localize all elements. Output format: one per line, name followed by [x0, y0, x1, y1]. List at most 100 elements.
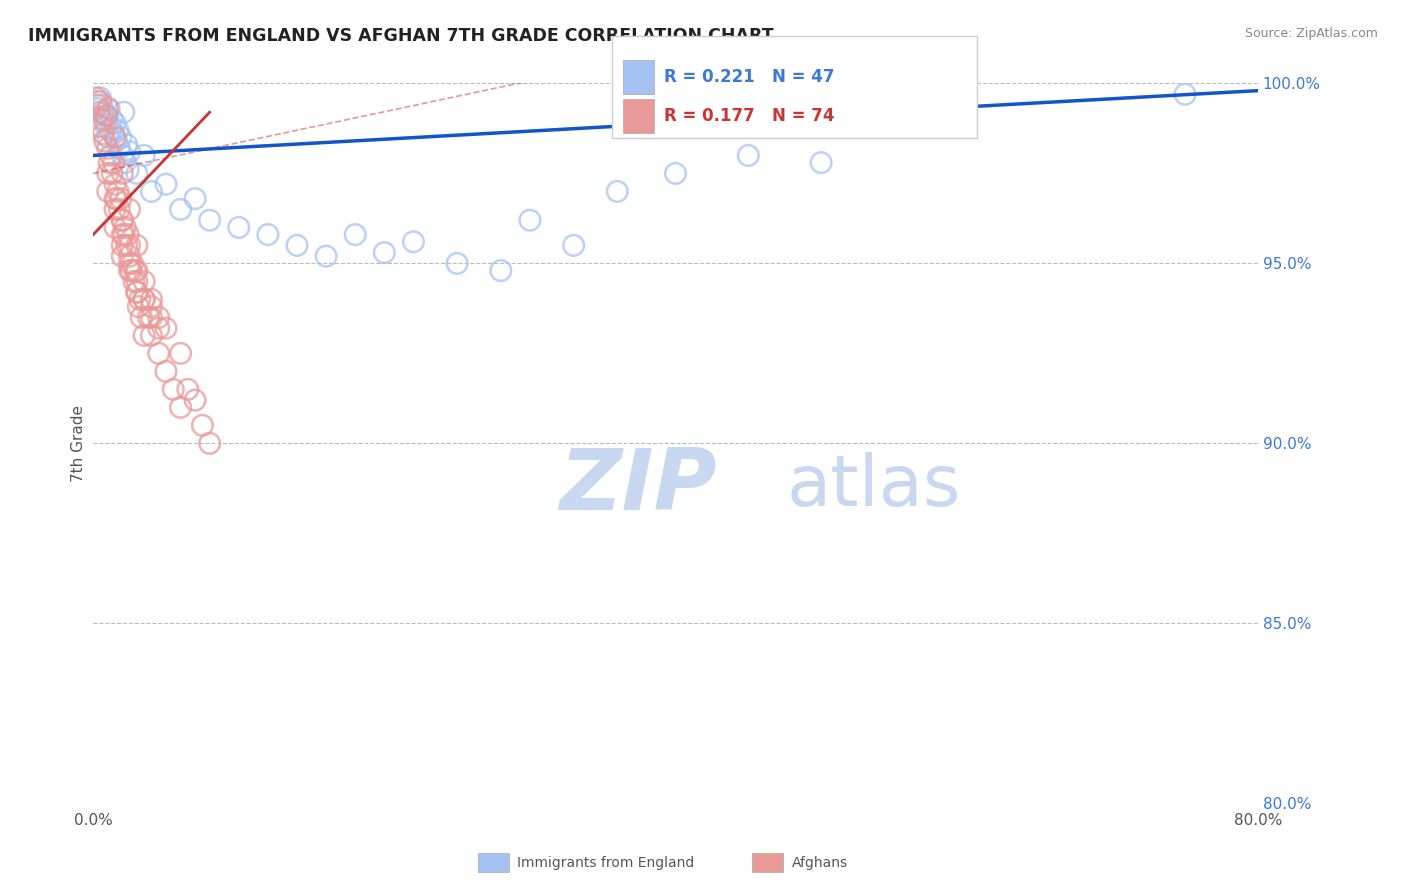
- Point: [141, 328, 163, 343]
- Point: [110, 130, 132, 145]
- Point: [606, 185, 628, 199]
- Point: [118, 202, 141, 217]
- Text: R = 0.221   N = 47: R = 0.221 N = 47: [664, 68, 834, 86]
- Point: [134, 148, 156, 162]
- Point: [86, 98, 108, 112]
- Point: [125, 166, 148, 180]
- Point: [402, 235, 425, 249]
- Point: [108, 202, 131, 217]
- Point: [127, 300, 149, 314]
- Point: [519, 213, 541, 227]
- Point: [155, 321, 177, 335]
- Point: [128, 293, 150, 307]
- Text: ZIP: ZIP: [560, 445, 717, 528]
- Point: [87, 105, 110, 120]
- Point: [125, 238, 148, 252]
- Point: [108, 141, 131, 155]
- Point: [810, 155, 832, 169]
- Point: [155, 364, 177, 378]
- Point: [117, 162, 139, 177]
- Text: Immigrants from England: Immigrants from England: [517, 855, 695, 870]
- Point: [111, 166, 134, 180]
- Point: [191, 418, 214, 433]
- Point: [104, 192, 127, 206]
- Point: [112, 105, 135, 120]
- Point: [169, 202, 191, 217]
- Point: [114, 155, 136, 169]
- Point: [737, 148, 759, 162]
- Point: [344, 227, 367, 242]
- Point: [96, 120, 118, 134]
- Point: [100, 148, 122, 162]
- Point: [148, 310, 170, 325]
- Point: [198, 436, 221, 450]
- Point: [184, 393, 207, 408]
- Point: [184, 192, 207, 206]
- Point: [115, 238, 138, 252]
- Point: [105, 134, 128, 148]
- Point: [98, 155, 121, 169]
- Point: [148, 346, 170, 360]
- Text: Afghans: Afghans: [792, 855, 848, 870]
- Point: [489, 263, 512, 277]
- Point: [117, 227, 139, 242]
- Point: [141, 293, 163, 307]
- Point: [97, 109, 120, 123]
- Point: [89, 91, 111, 105]
- Point: [134, 293, 156, 307]
- Point: [162, 382, 184, 396]
- Point: [97, 141, 120, 155]
- Point: [118, 249, 141, 263]
- Point: [84, 91, 107, 105]
- Point: [169, 401, 191, 415]
- Point: [562, 238, 585, 252]
- Point: [105, 192, 128, 206]
- Point: [120, 263, 142, 277]
- Text: Source: ZipAtlas.com: Source: ZipAtlas.com: [1244, 27, 1378, 40]
- Point: [97, 166, 120, 180]
- Point: [198, 213, 221, 227]
- Point: [124, 263, 146, 277]
- Point: [104, 130, 127, 145]
- Point: [134, 293, 156, 307]
- Point: [103, 127, 125, 141]
- Point: [110, 192, 132, 206]
- Point: [257, 227, 280, 242]
- Text: IMMIGRANTS FROM ENGLAND VS AFGHAN 7TH GRADE CORRELATION CHART: IMMIGRANTS FROM ENGLAND VS AFGHAN 7TH GR…: [28, 27, 773, 45]
- Point: [90, 98, 112, 112]
- Point: [155, 178, 177, 192]
- Point: [141, 300, 163, 314]
- Point: [141, 185, 163, 199]
- Point: [97, 185, 120, 199]
- Point: [111, 249, 134, 263]
- Point: [177, 382, 200, 396]
- Point: [97, 130, 120, 145]
- Point: [122, 274, 145, 288]
- Point: [118, 263, 141, 277]
- Point: [118, 145, 141, 159]
- Point: [103, 155, 125, 169]
- Point: [114, 220, 136, 235]
- Point: [111, 213, 134, 227]
- Point: [90, 112, 112, 127]
- Point: [87, 102, 110, 116]
- Point: [89, 95, 111, 109]
- Point: [101, 112, 124, 127]
- Point: [111, 213, 134, 227]
- Point: [141, 310, 163, 325]
- Point: [107, 185, 129, 199]
- Point: [111, 148, 134, 162]
- Point: [86, 95, 108, 109]
- Point: [664, 166, 686, 180]
- Point: [115, 137, 138, 152]
- Point: [148, 321, 170, 335]
- Point: [112, 227, 135, 242]
- Point: [134, 328, 156, 343]
- Point: [129, 310, 152, 325]
- Point: [89, 120, 111, 134]
- Point: [104, 202, 127, 217]
- Point: [93, 127, 115, 141]
- Point: [373, 245, 395, 260]
- Point: [121, 256, 143, 270]
- Point: [96, 109, 118, 123]
